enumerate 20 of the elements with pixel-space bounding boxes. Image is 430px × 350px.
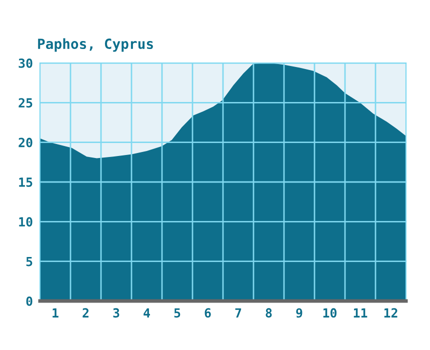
y-tick-label: 30	[18, 58, 32, 68]
y-tick-label: 25	[18, 98, 32, 108]
x-tick-label: 2	[82, 308, 88, 318]
y-tick-label: 10	[19, 217, 32, 227]
x-tick-label: 11	[354, 308, 368, 318]
x-tick-label: 7	[235, 308, 242, 318]
x-tick-label: 8	[266, 308, 272, 318]
x-tick-label: 6	[204, 308, 211, 318]
x-tick-label: 5	[174, 308, 180, 318]
x-tick-label: 1	[52, 308, 58, 318]
x-tick-label: 4	[144, 308, 150, 318]
x-tick-label: 10	[323, 308, 337, 318]
x-tick-label: 9	[296, 308, 302, 318]
y-tick-label: 5	[26, 256, 32, 266]
y-tick-label: 0	[26, 296, 32, 306]
y-tick-label: 20	[18, 138, 32, 148]
chart-title: Paphos, Cyprus	[38, 38, 153, 52]
x-tick-label: 3	[113, 308, 120, 318]
y-tick-label: 15	[19, 178, 32, 187]
x-tick-label: 12	[384, 308, 398, 318]
